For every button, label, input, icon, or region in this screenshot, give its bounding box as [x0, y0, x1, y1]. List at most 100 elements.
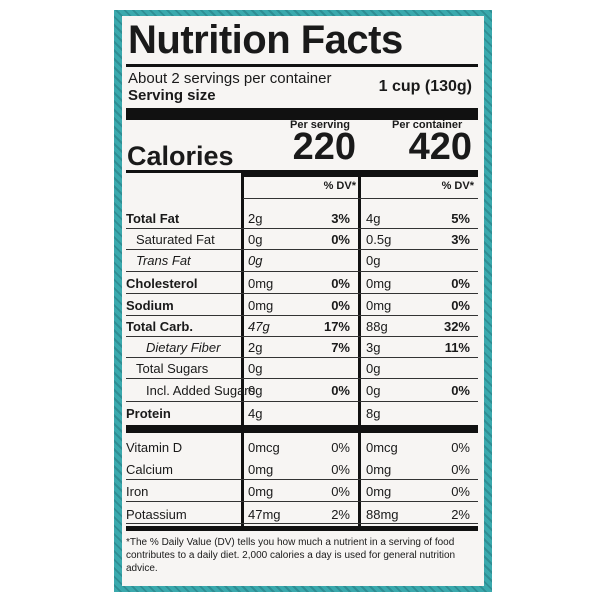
- dv: 32%: [443, 319, 470, 334]
- row-line: [126, 293, 478, 294]
- title: Nutrition Facts: [128, 18, 403, 62]
- nutrient-name: Total Fat: [126, 211, 180, 226]
- nutrient-row: Calcium 0mg 0% 0mg 0%: [122, 459, 478, 480]
- nutrient-name: Calcium: [126, 462, 173, 477]
- dv: 2%: [451, 507, 470, 522]
- amount: 0mg: [248, 276, 274, 291]
- dv: 0%: [331, 462, 350, 477]
- nutrient-name: Total Sugars: [136, 361, 209, 376]
- serving-size-label: Serving size: [128, 87, 216, 104]
- dv-header: % DV*: [323, 180, 356, 192]
- amount: 0g: [248, 361, 263, 376]
- amount: 0mg: [366, 276, 392, 291]
- amount: 0mg: [248, 462, 274, 477]
- calories-container: 420: [408, 126, 472, 168]
- amount: 0mg: [248, 484, 274, 499]
- amount: 4g: [366, 211, 381, 226]
- amount: 0mcg: [366, 440, 398, 455]
- footnote: *The % Daily Value (DV) tells you how mu…: [126, 537, 456, 574]
- nutrient-name: Incl. Added Sugars: [146, 383, 256, 398]
- amount: 0g: [248, 253, 263, 268]
- nutrient-name: Dietary Fiber: [146, 340, 221, 355]
- row-line: [126, 357, 478, 358]
- amount: 0mg: [366, 462, 392, 477]
- nutrient-row: Total Carb. 47g 17% 88g 32%: [122, 316, 478, 337]
- amount: 4g: [248, 406, 263, 421]
- dv: 0%: [451, 484, 470, 499]
- dv: 3%: [451, 232, 470, 247]
- row-line: [126, 479, 478, 480]
- dv: 2%: [331, 507, 350, 522]
- amount: 0mcg: [248, 440, 280, 455]
- dv: 5%: [451, 211, 470, 226]
- dv: 11%: [444, 340, 470, 355]
- dv: 0%: [331, 440, 350, 455]
- amount: 47mg: [248, 507, 281, 522]
- dv: 7%: [331, 340, 350, 355]
- nutrient-row: Saturated Fat 0g 0% 0.5g 3%: [122, 229, 478, 250]
- serving-size-value: 1 cup (130g): [378, 78, 472, 95]
- dv: 0%: [331, 232, 350, 247]
- servings: About 2 servings per container: [128, 70, 332, 87]
- row-line: [126, 315, 478, 316]
- row-line: [126, 336, 478, 337]
- nutrient-name: Sodium: [126, 298, 174, 313]
- nutrient-row: Iron 0mg 0% 0mg 0%: [122, 481, 478, 502]
- amount: 0g: [366, 383, 381, 398]
- dv: 0%: [451, 440, 470, 455]
- amount: 0g: [366, 361, 381, 376]
- amount: 2g: [248, 340, 263, 355]
- nutrient-name: Vitamin D: [126, 440, 183, 455]
- nutrient-name: Protein: [126, 406, 171, 421]
- amount: 0.5g: [366, 232, 392, 247]
- dv: 0%: [451, 276, 470, 291]
- amount: 0g: [248, 383, 263, 398]
- amount: 0mg: [248, 298, 274, 313]
- amount: 0mg: [366, 298, 392, 313]
- amount: 3g: [366, 340, 381, 355]
- dv: 0%: [451, 298, 470, 313]
- amount: 0mg: [366, 484, 392, 499]
- dv: 0%: [331, 484, 350, 499]
- nutrient-name: Saturated Fat: [136, 232, 215, 247]
- nutrient-name: Trans Fat: [136, 253, 191, 268]
- rule: [126, 64, 478, 67]
- dv-header: % DV*: [441, 180, 474, 192]
- amount: 88mg: [366, 507, 399, 522]
- amount: 2g: [248, 211, 263, 226]
- nutrient-row: Protein 4g 8g: [122, 403, 478, 424]
- row-line: [126, 501, 478, 502]
- row-line: [126, 249, 478, 250]
- nutrient-row: Dietary Fiber 2g 7% 3g 11%: [122, 337, 478, 358]
- row-line: [126, 378, 478, 379]
- thick-rule: [126, 425, 478, 433]
- nutrient-row: Total Sugars 0g 0g: [122, 358, 478, 379]
- nutrient-name: Iron: [126, 484, 149, 499]
- calories-label: Calories: [127, 141, 234, 171]
- row-line: [126, 271, 478, 272]
- amount: 0g: [366, 253, 381, 268]
- nutrient-row: Potassium 47mg 2% 88mg 2%: [122, 504, 478, 525]
- dv: 0%: [451, 462, 470, 477]
- nutrient-name: Cholesterol: [126, 276, 198, 291]
- dv: 0%: [451, 383, 470, 398]
- amount: 8g: [366, 406, 381, 421]
- dv: 0%: [331, 298, 350, 313]
- nutrition-label: Nutrition Facts About 2 servings per con…: [122, 16, 484, 586]
- thick-rule: [126, 108, 478, 120]
- nutrient-row: Vitamin D 0mcg 0% 0mcg 0%: [122, 437, 478, 458]
- nutrient-name: Potassium: [126, 507, 187, 522]
- nutrient-row: Sodium 0mg 0% 0mg 0%: [122, 295, 478, 316]
- dv: 17%: [323, 319, 350, 334]
- dv: 0%: [331, 383, 350, 398]
- dv: 3%: [331, 211, 350, 226]
- amount: 88g: [366, 319, 388, 334]
- amount: 0g: [248, 232, 263, 247]
- nutrient-row: Cholesterol 0mg 0% 0mg 0%: [122, 273, 478, 294]
- per-serving: Per serving: [290, 119, 350, 131]
- row-line: [126, 401, 478, 402]
- nutrient-row: Incl. Added Sugars 0g 0% 0g 0%: [122, 380, 478, 401]
- nutrient-row: Total Fat 2g 3% 4g 5%: [122, 208, 478, 229]
- row-line: [243, 198, 478, 199]
